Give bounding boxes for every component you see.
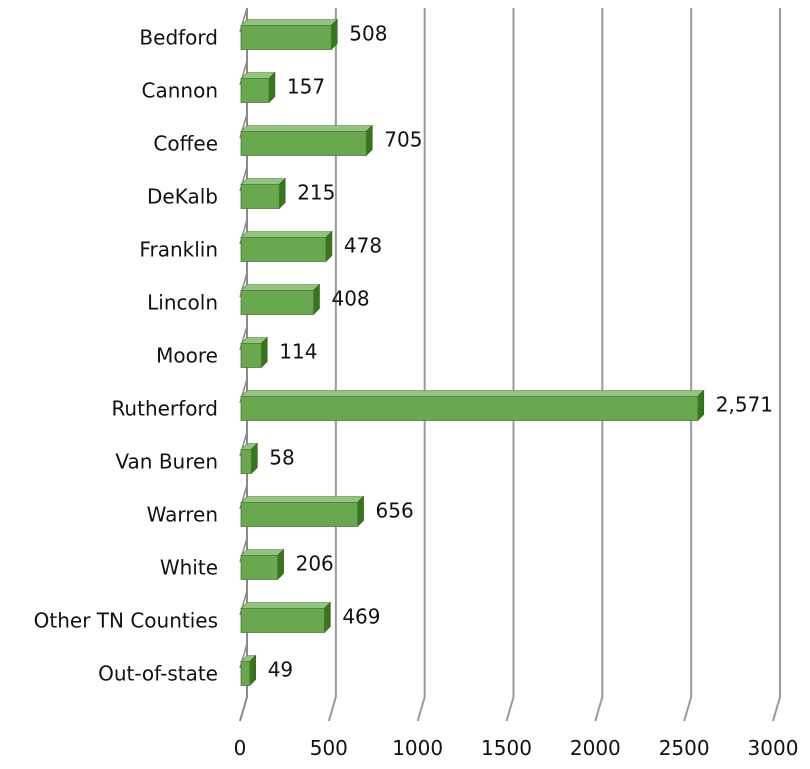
bar-lincoln: [240, 283, 321, 316]
category-label: DeKalb: [147, 185, 218, 209]
bar-top-face: [240, 284, 321, 291]
bar-front-face: [240, 396, 699, 421]
category-label: Van Buren: [115, 450, 218, 474]
bar-front-face: [240, 290, 314, 315]
bar-out-of-state: [240, 654, 257, 687]
category-label: Out-of-state: [98, 662, 218, 686]
value-label: 114: [279, 340, 317, 364]
category-label: Rutherford: [111, 397, 218, 421]
category-label: Cannon: [142, 79, 218, 103]
bar-front-face: [240, 608, 325, 633]
value-label: 157: [287, 75, 325, 99]
value-label: 656: [376, 499, 414, 523]
bar-white: [240, 548, 285, 581]
bar-cannon: [240, 71, 276, 104]
bar-front-face: [240, 502, 358, 527]
gridline-1000: [416, 8, 426, 722]
value-label: 58: [269, 446, 294, 470]
value-label: 2,571: [716, 393, 773, 417]
bar-front-face: [240, 343, 262, 368]
bar-front-face: [240, 237, 327, 262]
bar-top-face: [240, 549, 285, 556]
x-tick-label: 0: [234, 736, 247, 760]
bar-top-face: [240, 231, 333, 238]
value-label: 206: [296, 552, 334, 576]
gridline-1500: [505, 8, 515, 722]
value-label: 478: [344, 234, 382, 258]
x-tick-label: 2000: [570, 736, 621, 760]
bar-top-face: [240, 496, 365, 503]
category-label: Bedford: [139, 26, 218, 50]
bar-front-face: [240, 555, 278, 580]
bar-top-face: [240, 19, 338, 26]
x-tick-label: 2500: [659, 736, 710, 760]
bar-front-face: [240, 25, 332, 50]
bar-dekalb: [240, 177, 286, 210]
bar-warren: [240, 495, 365, 528]
bar-top-face: [240, 602, 332, 609]
gridline-500: [327, 8, 337, 722]
x-tick-label: 1000: [392, 736, 443, 760]
x-tick-label: 500: [310, 736, 348, 760]
bar-front-face: [240, 449, 252, 474]
bars: [240, 18, 705, 687]
bar-top-face: [240, 125, 373, 132]
bar-franklin: [240, 230, 333, 263]
labels: 0 500 1000 1500 2000 2500 3000 Bedford 508 Cannon…: [34, 22, 799, 761]
value-label: 408: [331, 287, 369, 311]
value-label: 508: [349, 22, 387, 46]
x-tick-label: 3000: [748, 736, 799, 760]
bar-bedford: [240, 18, 338, 51]
category-label: White: [160, 556, 218, 580]
bar-front-face: [240, 661, 251, 686]
bar-top-face: [240, 390, 705, 397]
bar-moore: [240, 336, 268, 369]
value-label: 705: [384, 128, 422, 152]
category-label: Coffee: [153, 132, 218, 156]
bar-front-face: [240, 131, 367, 156]
bar-top-face: [240, 178, 286, 185]
bar-van-buren: [240, 442, 259, 475]
value-label: 215: [297, 181, 335, 205]
bar-coffee: [240, 124, 373, 157]
bar-front-face: [240, 184, 280, 209]
value-label: 469: [342, 605, 380, 629]
bar-front-face: [240, 78, 270, 103]
category-label: Moore: [156, 344, 218, 368]
category-label: Other TN Counties: [34, 609, 218, 633]
category-label: Lincoln: [147, 291, 218, 315]
bar-rutherford: [240, 389, 705, 422]
category-label: Franklin: [139, 238, 218, 262]
category-label: Warren: [147, 503, 218, 527]
bar-other-tn-counties: [240, 601, 332, 634]
category-tick: [239, 696, 248, 722]
gridline-2500: [683, 8, 693, 722]
gridline-3000: [772, 8, 781, 722]
gridline-2000: [594, 8, 604, 722]
x-tick-label: 1500: [481, 736, 532, 760]
value-label: 49: [268, 658, 293, 682]
